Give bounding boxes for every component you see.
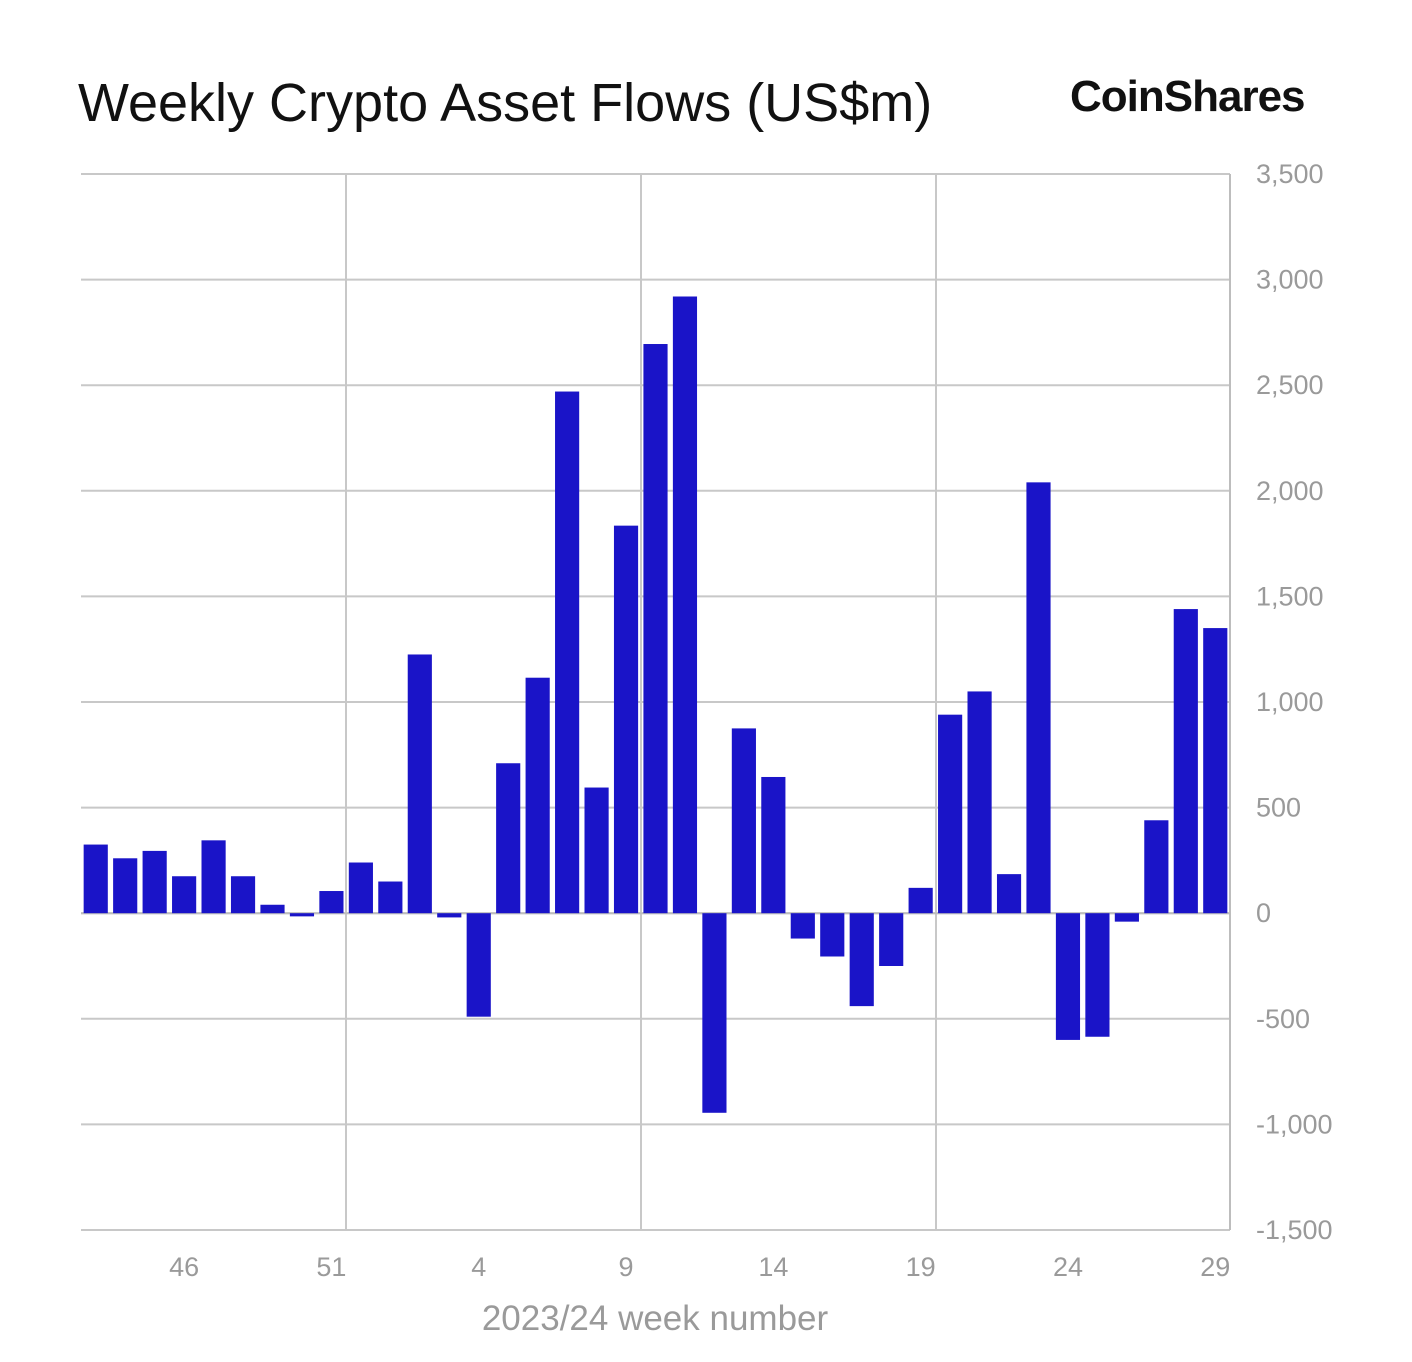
bar-week-2 [407, 654, 432, 914]
bar-week-49 [260, 904, 285, 914]
bar-week-14 [761, 776, 786, 914]
bar-week-16 [820, 913, 845, 957]
bar-week-45 [142, 850, 167, 914]
bar-week-51 [319, 891, 344, 914]
bar-week-5 [496, 763, 521, 914]
x-axis-ticks: 46 51 4 9 14 19 24 29 [169, 1252, 1230, 1282]
bar-week-24 [1055, 913, 1081, 1040]
bar-week-4 [466, 913, 491, 1017]
bar-week-22 [996, 874, 1022, 914]
y-tick-label: 3,000 [1256, 265, 1324, 295]
bar-week-9 [613, 525, 639, 914]
bar-week-17 [849, 913, 874, 1007]
bar-week-13 [731, 728, 756, 914]
bar-week-7 [555, 391, 580, 914]
x-tick-label: 24 [1053, 1252, 1083, 1282]
x-tick-label: 4 [471, 1252, 486, 1282]
y-tick-label: 0 [1256, 898, 1271, 928]
bar-week-3 [437, 913, 462, 918]
bar-week-48 [230, 876, 256, 914]
y-tick-label: 1,500 [1256, 581, 1324, 611]
bar-week-52 [348, 862, 373, 914]
y-tick-label: 2,000 [1256, 476, 1324, 506]
x-tick-label: 29 [1200, 1252, 1230, 1282]
y-tick-label: 3,500 [1256, 159, 1324, 189]
bar-week-10 [643, 344, 668, 914]
x-tick-label: 51 [316, 1252, 346, 1282]
y-tick-label: 500 [1256, 793, 1301, 823]
bar-week-11 [672, 296, 698, 914]
x-axis-label: 2023/24 week number [482, 1299, 829, 1338]
y-tick-label: -1,000 [1256, 1109, 1333, 1139]
bar-week-46 [172, 876, 197, 914]
bar-week-27 [1144, 820, 1169, 914]
bar-week-25 [1085, 913, 1110, 1037]
bar-week-28 [1173, 609, 1198, 914]
bar-week-29 [1203, 628, 1228, 914]
bar-week-15 [790, 913, 815, 939]
bar-week-1 [378, 881, 403, 914]
bar-week-12 [702, 913, 727, 1113]
y-tick-label: 2,500 [1256, 370, 1324, 400]
y-tick-label: -1,500 [1256, 1215, 1333, 1245]
y-tick-label: 1,000 [1256, 687, 1324, 717]
bar-week-43 [83, 844, 108, 914]
bar-series [83, 296, 1228, 1113]
coinshares-logo: CoinShares [1070, 72, 1306, 121]
y-tick-label: -500 [1256, 1004, 1310, 1034]
bar-week-26 [1114, 913, 1139, 922]
bar-week-20 [938, 714, 963, 914]
y-axis-ticks: 3,500 3,000 2,500 2,000 1,500 1,000 500 0 -500 -1… [1256, 159, 1333, 1245]
bar-week-47 [201, 840, 226, 914]
bar-week-44 [113, 858, 138, 914]
bar-week-8 [584, 787, 609, 914]
chart-title: Weekly Crypto Asset Flows (US$m) [78, 73, 933, 133]
x-tick-label: 14 [758, 1252, 788, 1282]
bar-week-6 [525, 677, 550, 914]
x-tick-label: 9 [619, 1252, 634, 1282]
bar-week-18 [879, 913, 904, 966]
bar-week-23 [1026, 482, 1051, 914]
bar-week-21 [967, 691, 992, 914]
bar-week-50 [289, 913, 315, 917]
x-tick-label: 19 [906, 1252, 936, 1282]
x-tick-label: 46 [169, 1252, 199, 1282]
bar-week-19 [908, 887, 933, 914]
